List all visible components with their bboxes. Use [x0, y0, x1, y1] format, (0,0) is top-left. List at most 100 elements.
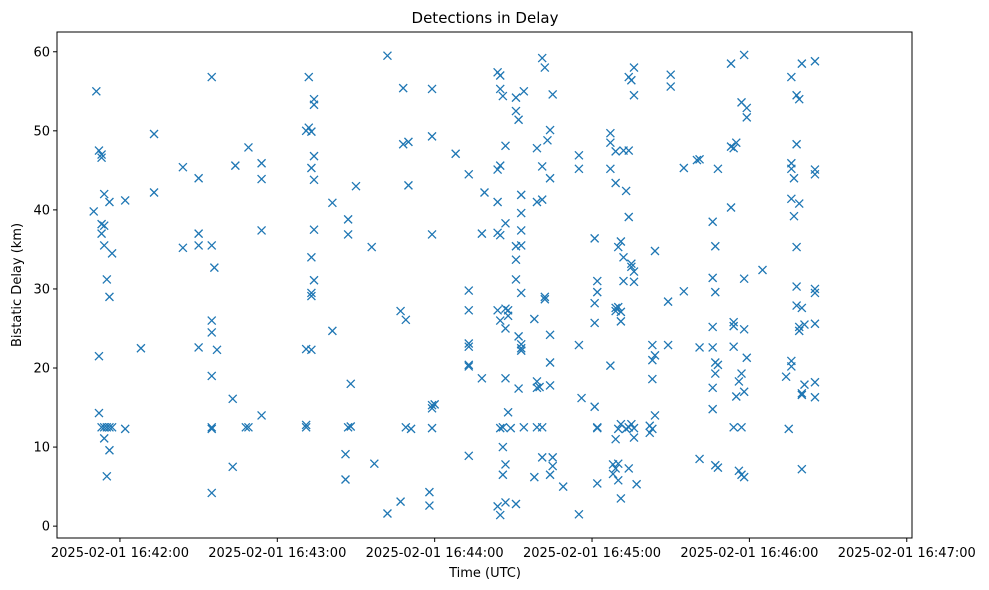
data-point	[306, 252, 316, 262]
data-point	[626, 259, 636, 269]
data-point	[650, 246, 660, 256]
data-point	[309, 151, 319, 161]
data-point	[616, 237, 626, 246]
data-point	[742, 103, 752, 113]
data-point	[514, 115, 524, 125]
x-tick-label: 2025-02-01 16:46:00	[680, 546, 818, 561]
data-point	[495, 230, 505, 240]
data-point	[794, 322, 804, 332]
data-point	[97, 219, 107, 229]
data-point	[94, 146, 104, 156]
data-point	[613, 459, 623, 469]
data-point	[666, 70, 676, 80]
data-point	[97, 153, 107, 163]
data-point	[537, 452, 547, 462]
data-point	[650, 350, 660, 360]
data-point	[503, 407, 513, 417]
data-point	[540, 294, 550, 304]
data-point	[619, 252, 628, 262]
data-point	[574, 164, 584, 174]
data-point	[810, 392, 820, 402]
data-point	[577, 393, 586, 403]
data-point	[679, 163, 689, 173]
data-point	[710, 287, 720, 297]
data-point	[605, 128, 615, 138]
data-point	[629, 90, 639, 100]
data-point	[493, 165, 503, 175]
data-point	[574, 150, 584, 160]
data-point	[516, 225, 526, 235]
data-point	[629, 267, 639, 277]
data-point	[424, 487, 434, 497]
data-point	[451, 149, 461, 159]
data-point	[590, 233, 600, 243]
data-point	[104, 197, 114, 207]
data-point	[789, 173, 799, 183]
data-point	[797, 390, 807, 400]
data-point	[650, 410, 660, 420]
data-point	[810, 319, 820, 329]
data-point	[207, 422, 217, 432]
x-tick-label: 2025-02-01 16:42:00	[51, 546, 189, 561]
data-point	[514, 384, 524, 394]
data-point	[194, 342, 204, 352]
y-tick-label: 40	[33, 203, 50, 218]
data-point	[383, 509, 392, 518]
y-tick-label: 60	[33, 45, 50, 60]
data-point	[194, 241, 204, 250]
data-point	[464, 342, 474, 352]
data-point	[613, 242, 623, 252]
data-point	[516, 190, 526, 200]
data-point	[645, 428, 655, 438]
data-point	[537, 53, 547, 63]
data-point	[535, 382, 545, 392]
data-point	[739, 274, 749, 284]
data-point	[789, 211, 799, 221]
data-point	[430, 399, 440, 409]
data-point	[784, 424, 794, 434]
data-point	[511, 93, 521, 103]
data-point	[495, 510, 505, 520]
data-point	[403, 137, 413, 147]
data-point	[611, 434, 621, 444]
data-point	[243, 142, 253, 152]
data-point	[367, 242, 377, 252]
data-point	[647, 340, 657, 350]
data-point	[519, 422, 529, 432]
data-point	[545, 330, 555, 340]
data-point	[629, 277, 639, 287]
data-point	[632, 479, 642, 489]
data-point	[792, 242, 802, 252]
data-point	[545, 470, 555, 480]
data-point	[794, 199, 804, 209]
data-point	[794, 326, 804, 336]
data-point	[498, 470, 508, 480]
data-point	[149, 129, 159, 139]
data-point	[613, 424, 623, 434]
data-point	[734, 466, 744, 476]
data-point	[810, 56, 820, 66]
data-point	[516, 339, 526, 349]
data-point	[493, 197, 503, 207]
data-point	[427, 403, 437, 413]
data-point	[501, 304, 510, 314]
data-point	[663, 297, 673, 307]
data-point	[99, 433, 109, 443]
y-axis-ticks: 0 10 20 30 40 50 60	[33, 45, 57, 535]
data-point	[713, 164, 723, 174]
data-point	[403, 180, 413, 190]
data-point	[532, 376, 542, 386]
data-point	[120, 195, 130, 205]
data-point	[243, 422, 253, 432]
data-point	[351, 181, 361, 191]
data-point	[545, 173, 555, 183]
data-point	[427, 84, 437, 94]
data-point	[346, 422, 356, 431]
data-point	[710, 241, 720, 251]
data-point	[511, 499, 521, 509]
data-point	[477, 229, 487, 239]
data-point	[495, 316, 505, 326]
data-point	[794, 94, 804, 104]
data-point	[537, 422, 547, 432]
data-point	[605, 164, 615, 174]
